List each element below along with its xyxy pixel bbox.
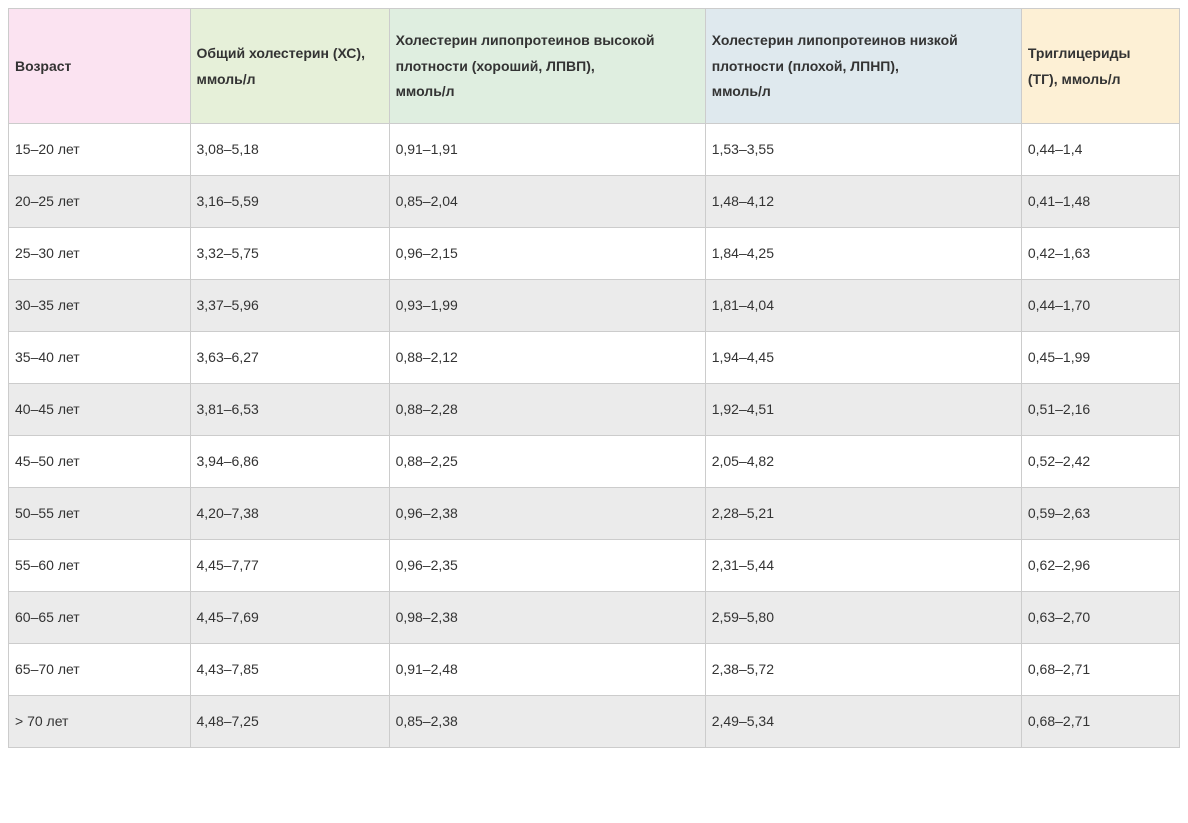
table-cell: 3,37–5,96 [190,280,389,332]
table-header-row: ВозрастОбщий холестерин (ХС),ммоль/лХоле… [9,9,1180,124]
table-cell: 4,45–7,77 [190,540,389,592]
table-cell: 55–60 лет [9,540,191,592]
table-cell: 0,41–1,48 [1021,176,1179,228]
column-header-1: Общий холестерин (ХС), ммоль/л [190,9,389,124]
table-cell: 4,20–7,38 [190,488,389,540]
table-cell: 35–40 лет [9,332,191,384]
table-row: 45–50 лет3,94–6,860,88–2,252,05–4,820,52… [9,436,1180,488]
table-cell: 0,88–2,25 [389,436,705,488]
table-cell: 0,45–1,99 [1021,332,1179,384]
table-cell: 50–55 лет [9,488,191,540]
table-row: 40–45 лет3,81–6,530,88–2,281,92–4,510,51… [9,384,1180,436]
table-cell: 0,96–2,15 [389,228,705,280]
table-row: > 70 лет4,48–7,250,85–2,382,49–5,340,68–… [9,696,1180,748]
table-cell: 30–35 лет [9,280,191,332]
table-row: 30–35 лет3,37–5,960,93–1,991,81–4,040,44… [9,280,1180,332]
table-cell: 0,96–2,35 [389,540,705,592]
table-body: 15–20 лет3,08–5,180,91–1,911,53–3,550,44… [9,124,1180,748]
table-cell: 0,96–2,38 [389,488,705,540]
table-cell: 2,28–5,21 [705,488,1021,540]
table-cell: 2,38–5,72 [705,644,1021,696]
table-row: 15–20 лет3,08–5,180,91–1,911,53–3,550,44… [9,124,1180,176]
column-header-3: Холестерин липопротеинов низкой плотности… [705,9,1021,124]
table-cell: 0,62–2,96 [1021,540,1179,592]
table-row: 20–25 лет3,16–5,590,85–2,041,48–4,120,41… [9,176,1180,228]
header-text: ммоль/л [396,80,699,102]
table-cell: 4,45–7,69 [190,592,389,644]
table-row: 60–65 лет4,45–7,690,98–2,382,59–5,800,63… [9,592,1180,644]
header-text: ммоль/л [712,80,1015,102]
table-cell: 0,51–2,16 [1021,384,1179,436]
table-cell: 1,94–4,45 [705,332,1021,384]
header-text: Холестерин липопротеинов высокой [396,29,699,51]
table-cell: 0,59–2,63 [1021,488,1179,540]
table-cell: 4,48–7,25 [190,696,389,748]
column-header-4: Триглицериды (ТГ), ммоль/л [1021,9,1179,124]
table-cell: 0,68–2,71 [1021,644,1179,696]
table-cell: 40–45 лет [9,384,191,436]
table-cell: 15–20 лет [9,124,191,176]
header-text: (ТГ), ммоль/л [1028,68,1173,90]
table-cell: 3,81–6,53 [190,384,389,436]
table-cell: 0,91–1,91 [389,124,705,176]
table-cell: 45–50 лет [9,436,191,488]
table-cell: 0,88–2,12 [389,332,705,384]
table-row: 35–40 лет3,63–6,270,88–2,121,94–4,450,45… [9,332,1180,384]
table-cell: 0,44–1,70 [1021,280,1179,332]
column-header-0: Возраст [9,9,191,124]
table-cell: 1,92–4,51 [705,384,1021,436]
header-text: Холестерин липопротеинов низкой [712,29,1015,51]
table-cell: 1,48–4,12 [705,176,1021,228]
table-cell: 0,68–2,71 [1021,696,1179,748]
table-cell: 2,49–5,34 [705,696,1021,748]
table-cell: 0,85–2,04 [389,176,705,228]
table-cell: 3,08–5,18 [190,124,389,176]
table-cell: > 70 лет [9,696,191,748]
header-text: Возраст [15,55,184,77]
table-cell: 0,88–2,28 [389,384,705,436]
table-cell: 20–25 лет [9,176,191,228]
table-cell: 4,43–7,85 [190,644,389,696]
table-cell: 2,05–4,82 [705,436,1021,488]
table-row: 50–55 лет4,20–7,380,96–2,382,28–5,210,59… [9,488,1180,540]
column-header-2: Холестерин липопротеинов высокой плотност… [389,9,705,124]
table-cell: 3,16–5,59 [190,176,389,228]
table-cell: 3,32–5,75 [190,228,389,280]
table-cell: 0,44–1,4 [1021,124,1179,176]
table-cell: 3,94–6,86 [190,436,389,488]
table-cell: 0,91–2,48 [389,644,705,696]
table-cell: 0,85–2,38 [389,696,705,748]
table-cell: 0,93–1,99 [389,280,705,332]
table-cell: 1,53–3,55 [705,124,1021,176]
header-text: Триглицериды [1028,42,1173,64]
header-text: плотности (хороший, ЛПВП), [396,55,699,77]
table-cell: 3,63–6,27 [190,332,389,384]
table-cell: 2,59–5,80 [705,592,1021,644]
table-row: 25–30 лет3,32–5,750,96–2,151,84–4,250,42… [9,228,1180,280]
table-cell: 0,98–2,38 [389,592,705,644]
table-cell: 0,52–2,42 [1021,436,1179,488]
table-cell: 0,42–1,63 [1021,228,1179,280]
header-text: ммоль/л [197,68,383,90]
table-row: 55–60 лет4,45–7,770,96–2,352,31–5,440,62… [9,540,1180,592]
table-cell: 2,31–5,44 [705,540,1021,592]
header-text: Общий холестерин (ХС), [197,42,383,64]
cholesterol-table: ВозрастОбщий холестерин (ХС),ммоль/лХоле… [8,8,1180,748]
table-cell: 1,81–4,04 [705,280,1021,332]
table-cell: 0,63–2,70 [1021,592,1179,644]
table-cell: 1,84–4,25 [705,228,1021,280]
header-text: плотности (плохой, ЛПНП), [712,55,1015,77]
table-cell: 65–70 лет [9,644,191,696]
table-row: 65–70 лет4,43–7,850,91–2,482,38–5,720,68… [9,644,1180,696]
table-cell: 60–65 лет [9,592,191,644]
table-cell: 25–30 лет [9,228,191,280]
